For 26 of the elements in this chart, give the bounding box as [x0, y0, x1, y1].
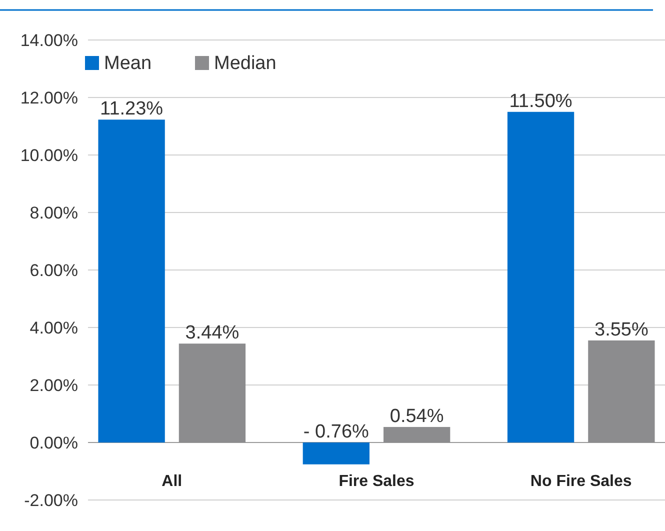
x-tick-label: No Fire Sales [530, 473, 632, 490]
bar [588, 340, 655, 442]
data-label: - 0.76% [303, 422, 370, 442]
y-tick-label: -2.00% [24, 491, 78, 510]
y-tick-label: 0.00% [30, 434, 78, 452]
x-tick-label: Fire Sales [338, 473, 414, 490]
data-label: 3.55% [594, 319, 648, 340]
x-tick-label: All [162, 473, 182, 490]
y-tick-label: 6.00% [30, 261, 78, 280]
data-label: 0.54% [390, 406, 444, 427]
y-tick-label: 2.00% [30, 376, 78, 395]
bar [384, 426, 450, 442]
bar [302, 442, 370, 464]
bar [507, 112, 574, 442]
y-tick-label: 4.00% [30, 318, 78, 338]
legend-label: Median [214, 53, 276, 74]
y-tick-label: 14.00% [20, 31, 78, 50]
bar [98, 120, 165, 442]
y-tick-label: 12.00% [20, 88, 78, 108]
data-label: 11.50% [509, 90, 572, 112]
data-label: 3.44% [185, 322, 240, 344]
y-tick-label: 8.00% [30, 204, 78, 222]
y-tick-label: 10.00% [20, 146, 78, 165]
bar [178, 344, 246, 442]
data-label: 11.23% [100, 98, 164, 120]
legend-label: Mean [104, 53, 152, 74]
